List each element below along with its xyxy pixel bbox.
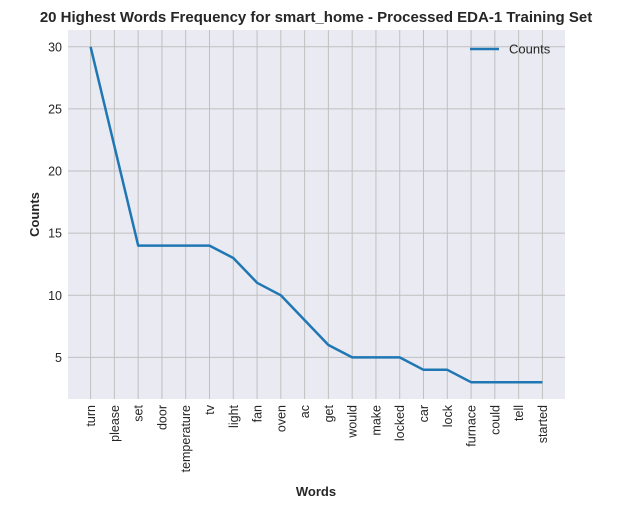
y-axis-label: Counts (27, 192, 42, 237)
x-axis-ticks: turn please set door temperature tv light fan ov… (84, 404, 550, 472)
x-tick-label: door (155, 405, 169, 430)
x-tick-label: light (227, 404, 241, 427)
y-tick-label: 15 (48, 227, 62, 241)
x-tick-label: lock (441, 404, 455, 427)
y-tick-label: 20 (48, 165, 62, 179)
y-tick-label: 30 (48, 40, 62, 54)
x-tick-label: car (417, 405, 431, 422)
x-tick-label: make (369, 405, 383, 436)
x-tick-label: set (132, 404, 146, 421)
x-tick-label: fan (251, 405, 265, 422)
y-axis-ticks: 5 10 15 20 25 30 (48, 40, 62, 365)
y-tick-label: 25 (48, 102, 62, 116)
x-tick-label: ac (298, 405, 312, 418)
x-tick-label: started (536, 405, 550, 443)
series-line-counts (89, 46, 543, 384)
x-tick-label: furnace (465, 405, 479, 447)
y-tick-label: 10 (48, 289, 62, 303)
legend: Counts (470, 42, 551, 57)
x-tick-label: could (488, 405, 502, 435)
x-tick-label: tv (203, 404, 217, 414)
x-tick-label: tell (512, 405, 526, 421)
x-tick-label: temperature (179, 405, 193, 472)
x-tick-label: would (346, 405, 360, 439)
x-axis-label: Words (296, 484, 336, 499)
y-tick-label: 5 (55, 351, 62, 365)
x-tick-label: turn (84, 405, 98, 427)
grid (68, 30, 565, 399)
x-tick-label: oven (274, 405, 288, 432)
plot-area (68, 30, 565, 399)
x-tick-label: locked (393, 405, 407, 441)
chart-title: 20 Highest Words Frequency for smart_hom… (40, 9, 592, 26)
legend-label-counts: Counts (509, 42, 551, 57)
x-tick-label: please (108, 405, 122, 442)
x-tick-label: get (322, 404, 336, 422)
